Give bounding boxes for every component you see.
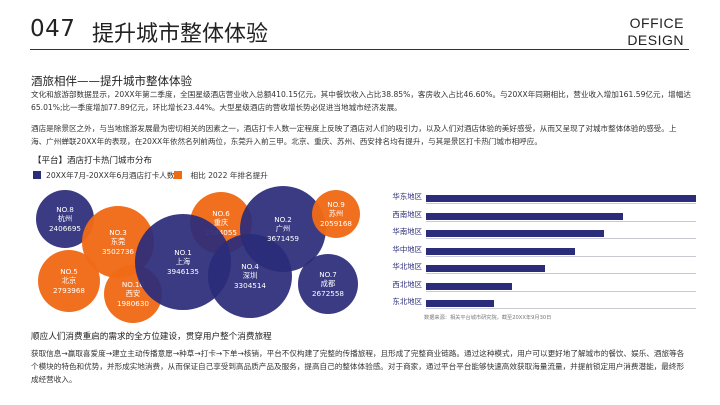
bar-row: 西南地区 (380, 208, 700, 222)
bar-baseline (426, 220, 696, 222)
bar-row: 东北地区 (380, 295, 700, 309)
bar (426, 230, 605, 237)
bar-track (426, 265, 696, 272)
intro-paragraph: 文化和旅游部数据显示，20XX年第二季度，全国星级酒店营业收入总额410.15亿… (31, 90, 691, 112)
analysis-paragraph: 酒店是除景区之外，与当地旅游发展最为密切相关的因素之一，酒店打卡人数一定程度上反… (31, 124, 677, 146)
bar-baseline (426, 255, 696, 257)
legend-swatch-visits (33, 171, 41, 179)
bar (426, 247, 575, 255)
chart-tag-bracket: 【平台】 (33, 156, 68, 166)
bar-row: 华中地区 (380, 243, 700, 257)
bar (426, 300, 494, 307)
bar-category-label: 华东地区 (392, 192, 422, 201)
bar-category-label: 西北地区 (392, 279, 422, 289)
bar (426, 282, 513, 290)
brand-logo-text: OFFICE DESIGN (627, 15, 684, 49)
brand-line-2: DESIGN (627, 32, 684, 48)
bar-track (426, 212, 696, 220)
bar-baseline (426, 290, 696, 292)
section-title: 酒旅相伴——提升城市整体体验 (31, 74, 192, 88)
page-header: 047 提升城市整体体验 OFFICE DESIGN (0, 0, 720, 52)
bar-track (426, 230, 696, 237)
legend-swatch-rank-up (174, 171, 183, 179)
brand-line-1: OFFICE (629, 15, 684, 31)
bar-track (426, 247, 696, 255)
bar-baseline (426, 308, 696, 309)
bar (426, 195, 696, 202)
bar-row: 西北地区 (380, 278, 700, 292)
chart-tag-text: 酒店打卡热门城市分布 (67, 156, 153, 166)
bubble-no8: NO.8 杭州 2406695 (36, 190, 94, 248)
header-divider (30, 49, 689, 50)
chart-tag: 【平台】酒店打卡热门城市分布 (33, 154, 152, 166)
bar-row: 华北地区 (380, 260, 700, 274)
bar (426, 265, 545, 272)
bar-category-label: 西南地区 (392, 209, 422, 219)
bar-baseline (426, 203, 696, 204)
bar-baseline (426, 273, 696, 274)
bubble-no9: NO.9 苏州 2059168 (312, 190, 360, 238)
page-number: 047 (30, 16, 76, 42)
bar-baseline (426, 238, 696, 239)
bar-category-label: 华中地区 (392, 244, 422, 254)
bar-row: 华南地区 (380, 225, 700, 239)
bar-category-label: 东北地区 (392, 297, 422, 306)
bar-category-label: 华北地区 (392, 262, 422, 271)
subsection-title: 顺应人们消费重启的需求的全方位建设，贯穿用户整个消费旅程 (31, 332, 272, 342)
region-bar-chart: 华东地区西南地区华南地区华中地区华北地区西北地区东北地区 (380, 190, 700, 315)
bar-track (426, 282, 696, 290)
bar (426, 212, 624, 220)
page-title: 提升城市整体体验 (92, 22, 269, 47)
bar-row: 华东地区 (380, 190, 700, 204)
legend-label-visits: 20XX年7月-20XX年6月酒店打卡人数 (46, 170, 175, 180)
bar-track (426, 300, 696, 307)
chart-legend: 20XX年7月-20XX年6月酒店打卡人数 相比 2022 年排名提升 (33, 170, 268, 180)
legend-label-rank-up: 相比 2022 年排名提升 (190, 170, 268, 180)
journey-paragraph: 获取信息→赢取喜爱度→建立主动传播意愿→种草→打卡→下单→核销，平台不仅构建了完… (31, 349, 685, 384)
bubble-no7: NO.7 成都 2672558 (298, 254, 358, 314)
bar-category-label: 华南地区 (392, 227, 422, 236)
bar-track (426, 195, 696, 202)
chart-source-note: 数据来源：相关平台城市研究院，截至20XX年9月30日 (424, 315, 552, 321)
city-bubble-cluster: NO.8 杭州 2406695 NO.5 北京 2793968 NO.3 东莞 350273… (0, 186, 370, 326)
